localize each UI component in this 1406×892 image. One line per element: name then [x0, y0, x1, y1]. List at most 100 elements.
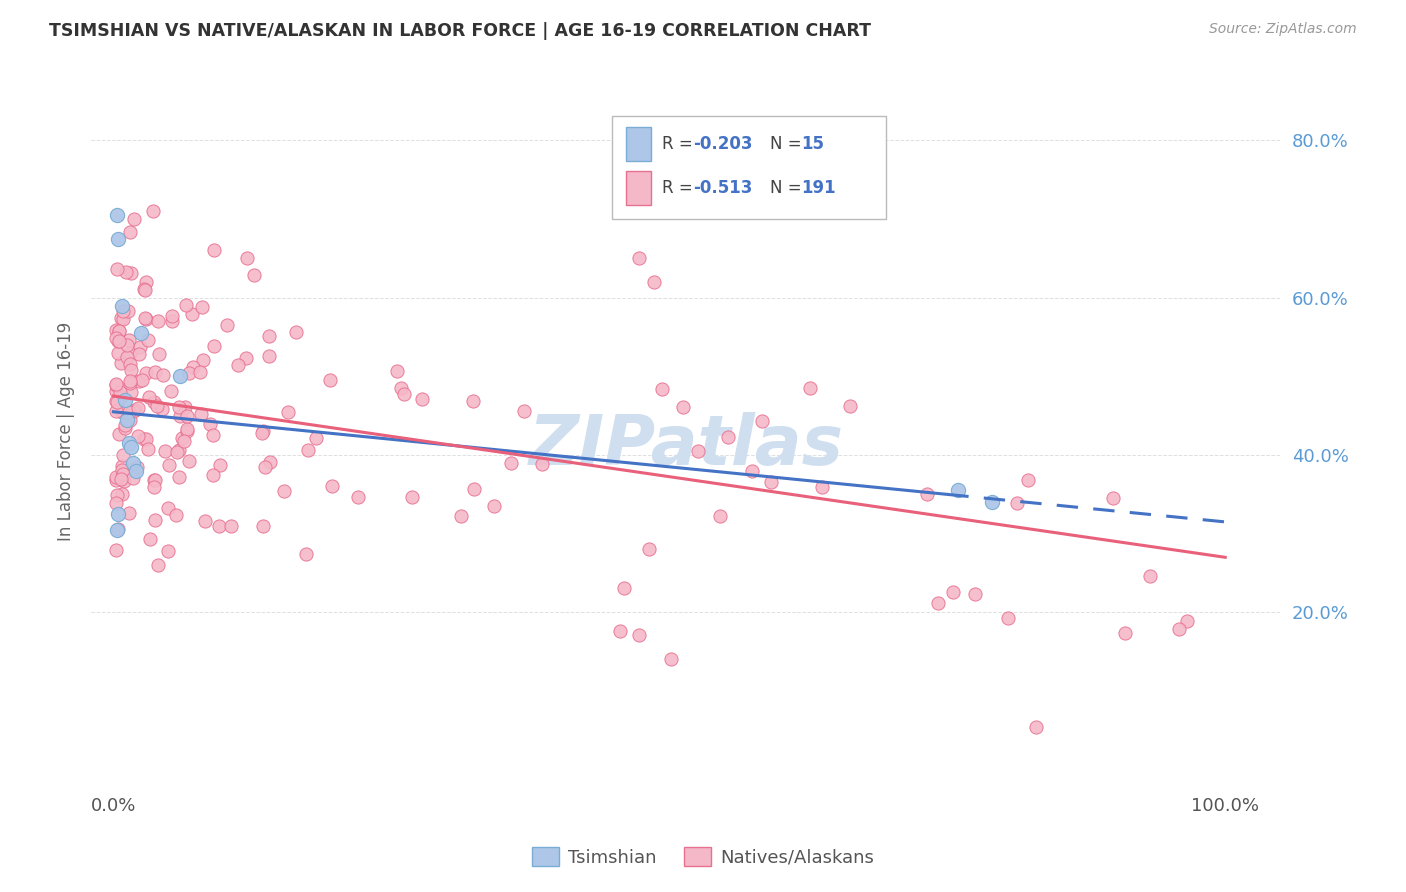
Point	[105, 496, 128, 510]
Point	[108, 324, 131, 338]
Point	[160, 314, 183, 328]
Point	[948, 483, 970, 498]
Point	[389, 380, 412, 394]
Point	[142, 203, 165, 218]
Point	[128, 374, 150, 388]
Point	[143, 513, 166, 527]
Point	[235, 351, 257, 366]
Point	[114, 392, 136, 407]
Point	[132, 432, 155, 446]
Point	[118, 506, 141, 520]
Point	[208, 518, 231, 533]
Point	[111, 299, 134, 313]
Point	[135, 432, 157, 446]
Point	[104, 543, 127, 558]
Point	[135, 275, 157, 289]
Point	[110, 472, 132, 486]
Point	[129, 340, 152, 354]
Point	[131, 373, 153, 387]
Point	[127, 401, 149, 415]
Point	[146, 558, 169, 572]
Point	[761, 475, 783, 490]
Point	[105, 487, 128, 501]
Point	[257, 349, 280, 363]
Point	[613, 581, 636, 595]
Point	[176, 424, 198, 438]
Point	[811, 480, 834, 494]
Point	[741, 464, 763, 478]
Point	[105, 208, 128, 222]
Point	[169, 409, 191, 423]
Point	[111, 487, 134, 501]
Point	[202, 243, 225, 257]
Point	[108, 384, 131, 399]
Point	[122, 462, 145, 476]
Point	[1025, 720, 1047, 734]
Point	[176, 409, 198, 424]
Point	[202, 339, 225, 353]
Point	[392, 386, 415, 401]
Point	[411, 392, 433, 406]
Point	[145, 473, 167, 487]
Point	[118, 225, 141, 239]
Point	[135, 312, 157, 326]
Point	[385, 364, 408, 378]
Point	[112, 448, 135, 462]
Point	[104, 330, 127, 344]
Point	[188, 365, 211, 379]
Point	[105, 384, 128, 399]
Point	[927, 596, 949, 610]
Point	[110, 356, 132, 370]
Text: ZIPatlas: ZIPatlas	[529, 412, 844, 479]
Point	[118, 357, 141, 371]
Point	[115, 265, 138, 279]
Point	[112, 312, 135, 326]
Point	[751, 414, 773, 428]
Point	[531, 457, 554, 471]
Point	[134, 283, 156, 297]
Point	[190, 407, 212, 421]
Point	[166, 445, 188, 459]
Point	[134, 310, 156, 325]
Point	[257, 329, 280, 343]
Point	[1017, 473, 1039, 487]
Point	[122, 471, 145, 485]
Point	[108, 391, 131, 405]
Point	[174, 401, 197, 415]
Point	[347, 490, 370, 504]
Point	[136, 333, 159, 347]
Point	[463, 483, 485, 497]
Point	[122, 404, 145, 418]
Point	[638, 542, 661, 557]
Point	[252, 518, 274, 533]
Point	[1175, 614, 1198, 628]
Point	[461, 393, 484, 408]
Point	[118, 346, 141, 360]
Point	[148, 347, 170, 361]
Point	[104, 394, 127, 409]
Point	[117, 405, 139, 419]
Point	[105, 474, 128, 488]
Point	[277, 404, 299, 418]
Point	[1168, 622, 1191, 636]
Point	[134, 367, 156, 381]
Point	[107, 507, 129, 521]
Point	[165, 508, 187, 522]
Point	[104, 377, 127, 392]
Point	[226, 358, 249, 372]
Point	[173, 434, 195, 448]
Point	[122, 456, 145, 470]
Point	[627, 628, 650, 642]
Text: -0.203: -0.203	[693, 135, 752, 153]
Point	[150, 402, 173, 417]
Point	[143, 365, 166, 379]
Point	[627, 252, 650, 266]
Point	[108, 426, 131, 441]
Point	[122, 212, 145, 227]
Point	[174, 298, 197, 312]
Point	[107, 334, 129, 348]
Point	[117, 304, 139, 318]
Point	[450, 509, 472, 524]
Y-axis label: In Labor Force | Age 16-19: In Labor Force | Age 16-19	[58, 322, 75, 541]
Point	[124, 464, 146, 478]
